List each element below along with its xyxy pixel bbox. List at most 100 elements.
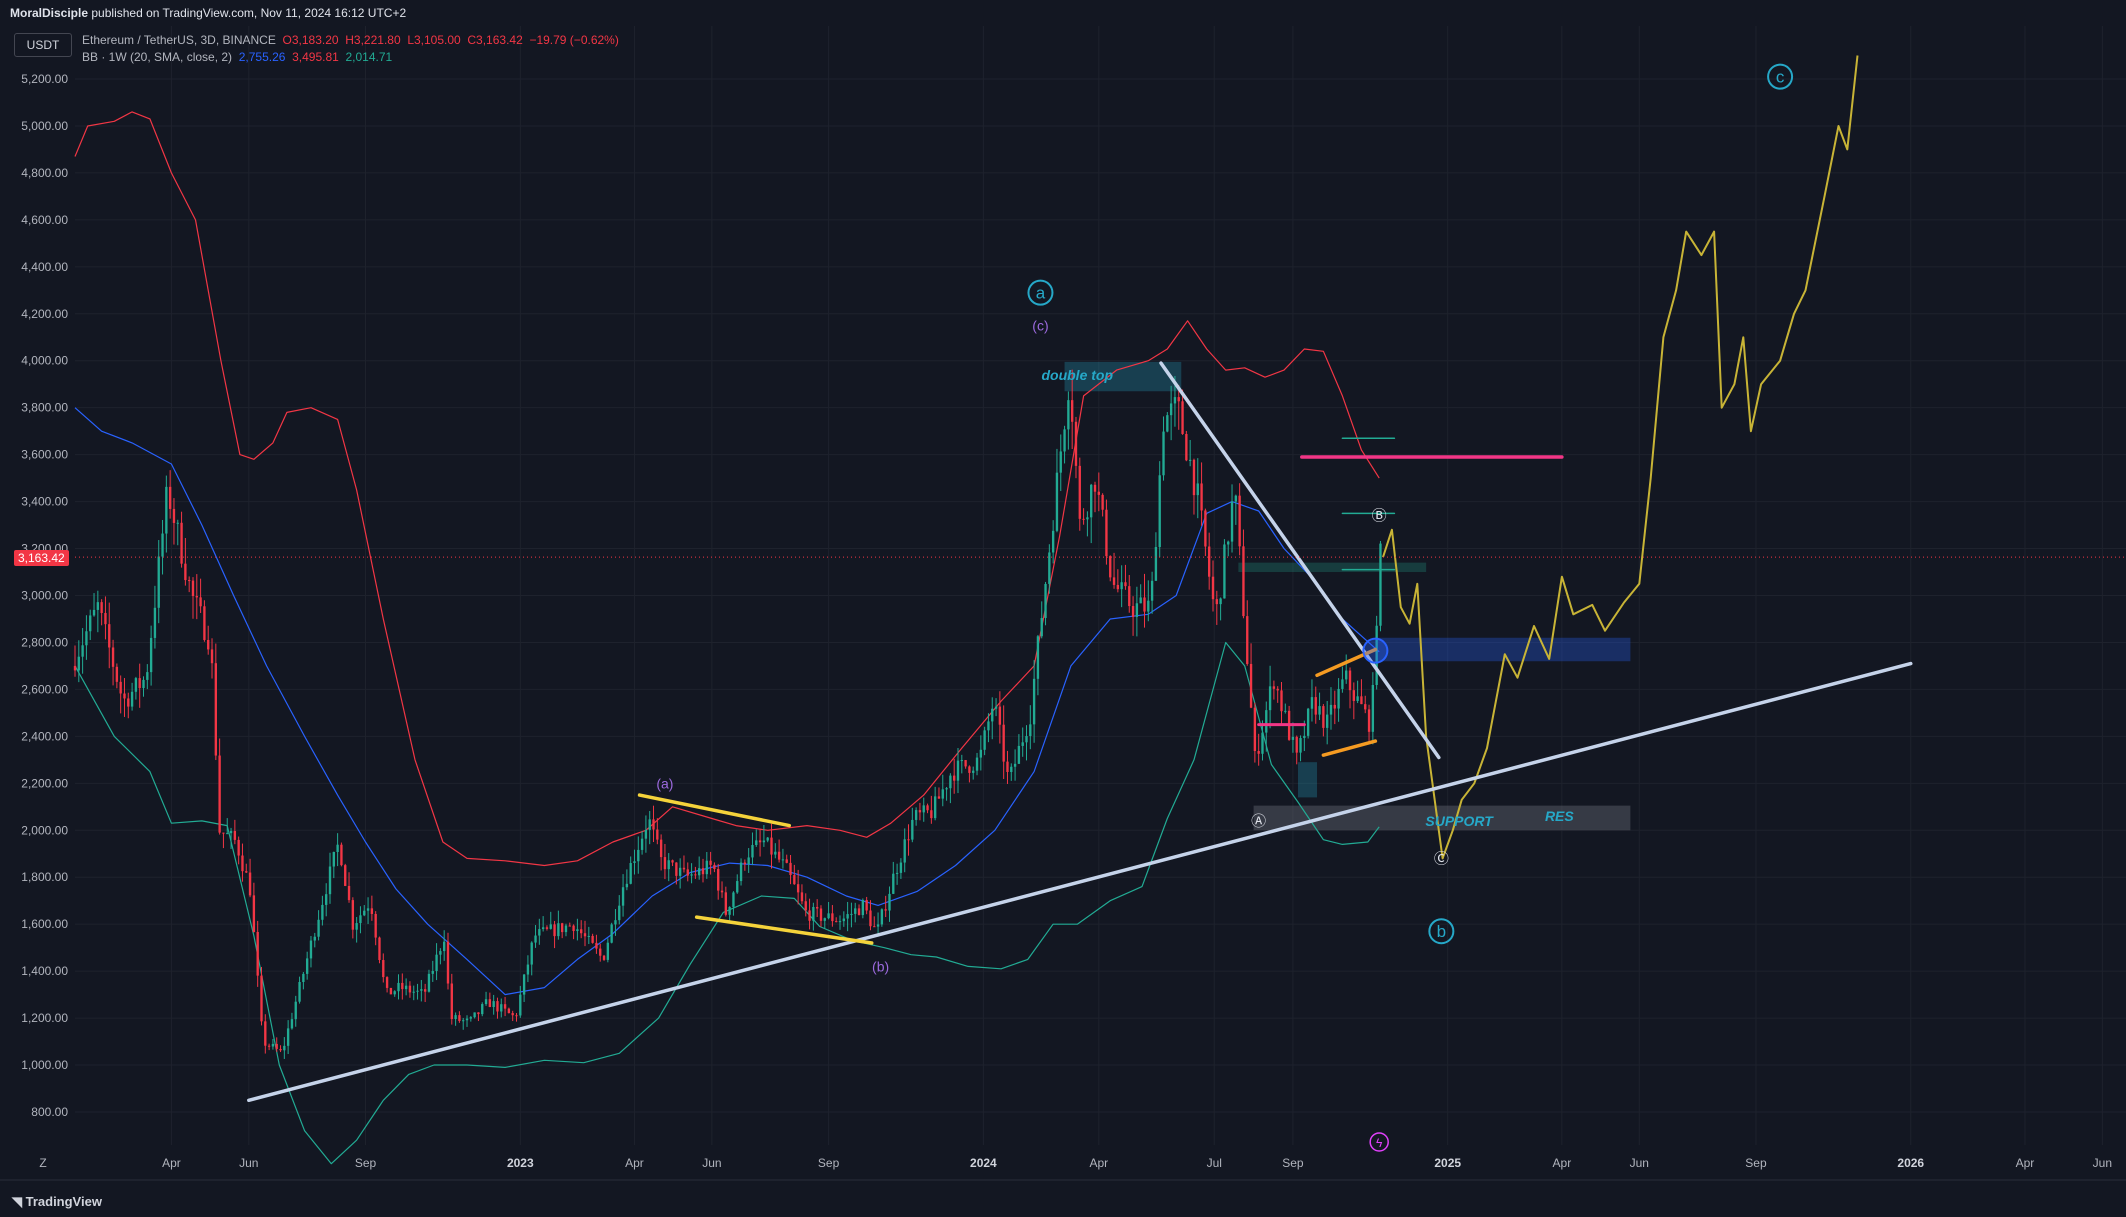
candle-body[interactable] (1223, 544, 1226, 599)
candle-body[interactable] (1013, 763, 1017, 767)
candle-body[interactable] (500, 1004, 503, 1012)
candle-body[interactable] (815, 906, 819, 909)
candle-body[interactable] (675, 862, 678, 876)
candle-body[interactable] (724, 892, 728, 915)
candle-body[interactable] (583, 933, 587, 937)
candle-body[interactable] (142, 679, 145, 689)
candle-body[interactable] (1040, 618, 1043, 637)
candle-body[interactable] (720, 890, 724, 893)
candle-body[interactable] (302, 973, 305, 983)
candle-body[interactable] (686, 869, 689, 876)
candle-body[interactable] (629, 863, 632, 884)
candle-body[interactable] (541, 927, 545, 930)
candle-body[interactable] (884, 909, 887, 911)
candle-body[interactable] (667, 860, 670, 870)
candle-body[interactable] (267, 1045, 271, 1047)
candle-body[interactable] (355, 923, 358, 930)
candle-body[interactable] (602, 955, 606, 960)
indicator-name[interactable]: BB · 1W (20, SMA, close, 2) (82, 50, 233, 64)
candle-body[interactable] (1303, 735, 1306, 739)
candle-body[interactable] (347, 885, 351, 901)
candle-body[interactable] (1143, 597, 1146, 612)
candle-body[interactable] (317, 919, 320, 937)
candle-body[interactable] (736, 881, 739, 893)
chart-area[interactable]: 5,200.00 5,000.00 4,800.00 4,600.00 4,400.00… (0, 26, 2126, 1181)
candle-body[interactable] (835, 921, 838, 923)
candle-body[interactable] (876, 924, 880, 927)
candle-body[interactable] (698, 868, 701, 876)
candle-body[interactable] (336, 844, 339, 852)
candle-body[interactable] (690, 874, 693, 876)
candle-body[interactable] (1295, 736, 1298, 753)
candle-body[interactable] (743, 862, 747, 865)
candle-body[interactable] (1208, 546, 1211, 577)
candle-body[interactable] (865, 900, 868, 911)
candle-body[interactable] (618, 905, 621, 921)
candle-body[interactable] (568, 925, 571, 927)
candle-body[interactable] (481, 1004, 484, 1015)
candle-body[interactable] (199, 597, 202, 607)
candle-body[interactable] (332, 851, 335, 867)
candle-body[interactable] (1112, 577, 1116, 585)
candle-body[interactable] (1048, 552, 1051, 584)
candle-body[interactable] (397, 982, 400, 992)
candle-body[interactable] (682, 867, 686, 870)
candle-body[interactable] (979, 749, 983, 758)
candle-body[interactable] (606, 942, 610, 960)
candle-body[interactable] (861, 900, 865, 916)
candle-body[interactable] (705, 860, 708, 875)
candle-body[interactable] (138, 678, 141, 689)
breakout-circle[interactable] (1362, 637, 1389, 664)
candle-body[interactable] (1272, 686, 1276, 689)
candle-body[interactable] (1082, 518, 1085, 520)
candle-body[interactable] (1055, 472, 1059, 531)
candle-body[interactable] (294, 1001, 297, 1020)
candle-body[interactable] (892, 873, 895, 894)
candle-body[interactable] (89, 615, 92, 632)
candle-body[interactable] (1147, 600, 1150, 612)
candle-body[interactable] (972, 770, 975, 773)
candle-body[interactable] (1246, 616, 1249, 664)
candle-body[interactable] (873, 926, 876, 928)
candle-body[interactable] (188, 580, 191, 582)
candle-body[interactable] (1029, 724, 1032, 737)
candle-body[interactable] (275, 1043, 278, 1049)
candle-body[interactable] (1070, 400, 1074, 422)
candle-body[interactable] (370, 908, 374, 914)
candle-body[interactable] (443, 941, 446, 952)
candle-body[interactable] (804, 901, 807, 911)
candle-body[interactable] (800, 892, 804, 902)
candle-body[interactable] (663, 857, 667, 870)
candle-body[interactable] (1234, 495, 1238, 502)
candle-body[interactable] (134, 678, 138, 692)
candle-body[interactable] (1192, 459, 1196, 496)
candle-body[interactable] (823, 918, 826, 921)
candle-body[interactable] (758, 840, 762, 843)
symbol-name[interactable]: Ethereum / TetherUS, 3D, BINANCE (82, 33, 276, 47)
candle-body[interactable] (146, 672, 149, 680)
candle-body[interactable] (1150, 580, 1154, 601)
candle-body[interactable] (427, 973, 431, 992)
candle-body[interactable] (777, 851, 781, 860)
candle-body[interactable] (644, 829, 648, 839)
candle-body[interactable] (130, 691, 134, 707)
candle-body[interactable] (994, 706, 998, 709)
channel-bottom-line[interactable] (694, 915, 874, 945)
candle-body[interactable] (1200, 483, 1203, 511)
candle-body[interactable] (1318, 706, 1321, 715)
candle-body[interactable] (222, 832, 225, 834)
candle-body[interactable] (363, 910, 366, 916)
candle-body[interactable] (1139, 597, 1142, 604)
candle-body[interactable] (907, 839, 910, 841)
candle-body[interactable] (937, 796, 941, 799)
candle-body[interactable] (827, 913, 830, 919)
candle-body[interactable] (309, 940, 313, 959)
candle-body[interactable] (96, 602, 100, 610)
tradingview-logo[interactable]: ◥ TradingView (12, 1194, 102, 1210)
candle-body[interactable] (846, 914, 849, 919)
candle-body[interactable] (850, 913, 853, 915)
candle-body[interactable] (1188, 459, 1192, 461)
candle-body[interactable] (1158, 475, 1161, 548)
candle-body[interactable] (564, 925, 568, 933)
candle-body[interactable] (492, 1001, 495, 1007)
